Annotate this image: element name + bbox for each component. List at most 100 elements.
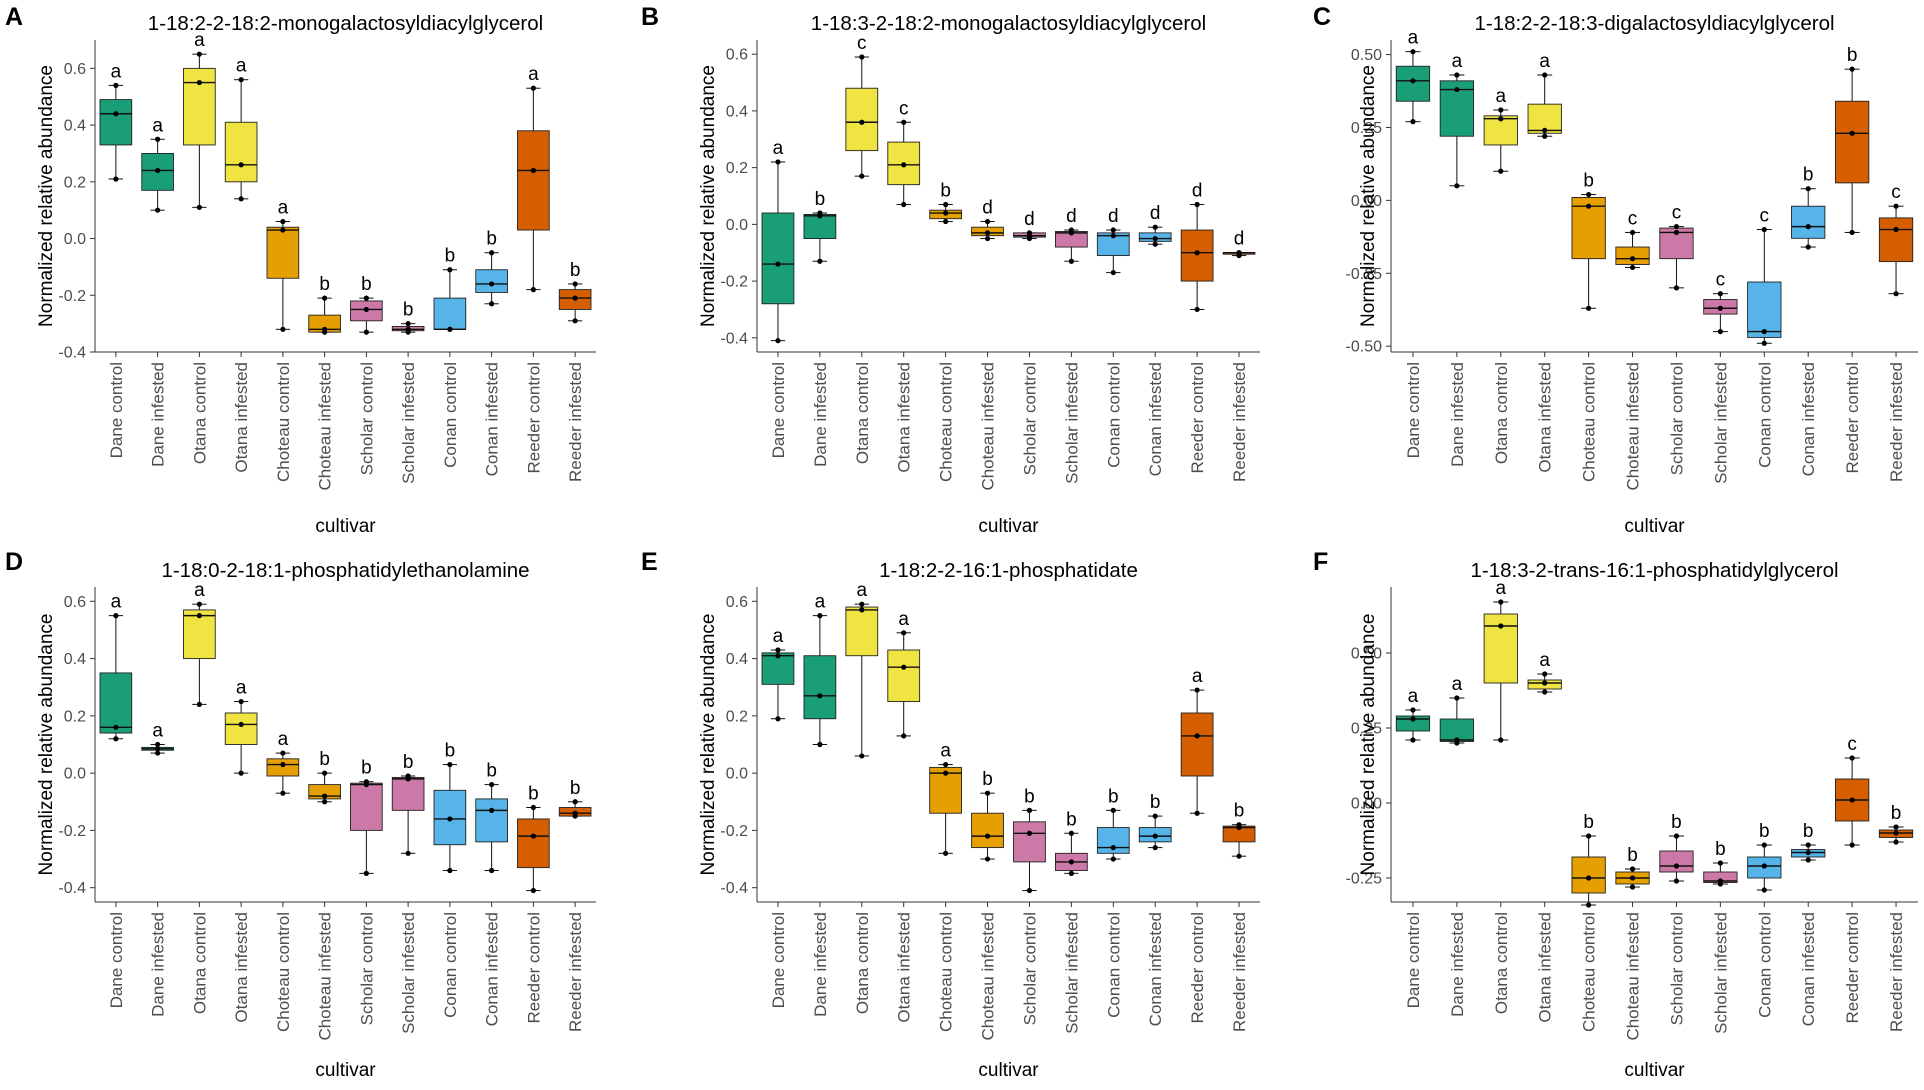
x-tick-label: Choteau control bbox=[937, 362, 956, 482]
box-dane-control: a bbox=[99, 61, 133, 182]
data-point bbox=[1805, 842, 1811, 848]
data-point bbox=[155, 741, 161, 748]
data-point bbox=[572, 810, 578, 816]
x-tick-label: Dane control bbox=[1404, 362, 1423, 458]
data-point bbox=[238, 162, 244, 168]
data-point bbox=[1761, 340, 1767, 346]
significance-letter: b bbox=[319, 749, 330, 770]
significance-letter: a bbox=[236, 678, 247, 699]
data-point bbox=[1110, 844, 1116, 851]
box-otana-control: a bbox=[1483, 578, 1518, 743]
box-iqr bbox=[99, 672, 133, 734]
data-point bbox=[363, 295, 369, 301]
data-point bbox=[280, 750, 286, 756]
box-reeder-infested: c bbox=[1878, 182, 1914, 297]
box-choteau-control: a bbox=[266, 729, 300, 796]
data-point bbox=[1110, 233, 1116, 239]
box-otana-infested: a bbox=[1527, 51, 1562, 139]
data-point bbox=[775, 338, 781, 344]
x-tick-label: Dane control bbox=[107, 362, 126, 458]
data-point bbox=[1893, 839, 1899, 845]
data-point bbox=[572, 318, 578, 324]
y-tick-label: 0.2 bbox=[726, 708, 748, 725]
significance-letter: a bbox=[528, 64, 539, 85]
x-tick-label: Scholar control bbox=[1667, 912, 1686, 1025]
data-point bbox=[1542, 133, 1548, 139]
data-point bbox=[1152, 241, 1158, 247]
x-tick-label: Dane control bbox=[769, 912, 788, 1008]
data-point bbox=[1068, 870, 1074, 876]
box-iqr bbox=[1747, 281, 1782, 338]
box-iqr bbox=[308, 784, 341, 800]
box-otana-infested: c bbox=[887, 98, 921, 208]
box-iqr bbox=[183, 609, 216, 660]
box-otana-infested: a bbox=[224, 56, 258, 202]
box-dane-infested: a bbox=[141, 721, 174, 756]
x-tick-label: Otana control bbox=[1492, 362, 1511, 464]
y-tick-label: 0.25 bbox=[1351, 721, 1382, 738]
data-point bbox=[280, 790, 286, 796]
data-point bbox=[113, 111, 119, 117]
y-tick-label: -0.4 bbox=[720, 880, 748, 897]
box-choteau-control: b bbox=[1571, 812, 1606, 908]
data-point bbox=[1194, 810, 1200, 816]
data-point bbox=[1410, 78, 1416, 84]
significance-letter: b bbox=[1583, 171, 1594, 192]
significance-letter: b bbox=[486, 229, 497, 250]
significance-letter: b bbox=[1234, 801, 1245, 822]
significance-letter: a bbox=[194, 580, 205, 601]
data-point bbox=[817, 613, 823, 619]
x-tick-label: Choteau control bbox=[274, 362, 293, 482]
significance-letter: a bbox=[857, 580, 868, 601]
y-tick-label: 0.4 bbox=[64, 118, 86, 135]
box-iqr bbox=[1571, 856, 1606, 894]
data-point bbox=[1629, 256, 1636, 262]
x-tick-label: Dane control bbox=[107, 912, 126, 1008]
box-dane-infested: a bbox=[803, 592, 837, 748]
significance-letter: a bbox=[940, 741, 951, 762]
y-tick-label: 0.2 bbox=[64, 174, 86, 191]
data-point bbox=[1194, 306, 1200, 313]
x-tick-label: Choteau control bbox=[937, 912, 956, 1032]
panel-title: 1-18:2-2-16:1-phosphatidate bbox=[879, 559, 1138, 582]
box-dane-control: a bbox=[761, 138, 795, 344]
panel-letter: B bbox=[641, 3, 659, 31]
significance-letter: c bbox=[1847, 734, 1857, 755]
data-point bbox=[1893, 830, 1899, 836]
box-otana-infested: a bbox=[887, 609, 921, 739]
significance-letter: a bbox=[1539, 650, 1550, 671]
x-tick-label: Otana control bbox=[190, 912, 209, 1014]
panel-title: 1-18:0-2-18:1-phosphatidylethanolamine bbox=[161, 559, 529, 582]
y-tick-label: 0.2 bbox=[726, 160, 748, 177]
box-dane-infested: a bbox=[1439, 674, 1475, 746]
data-point bbox=[1717, 878, 1723, 884]
data-point bbox=[775, 261, 781, 267]
y-axis-title: Normalized relative abundance bbox=[36, 614, 57, 876]
significance-letter: d bbox=[1234, 229, 1245, 250]
data-point bbox=[196, 51, 202, 57]
data-point bbox=[363, 779, 369, 785]
y-tick-label: 0.4 bbox=[64, 651, 86, 668]
data-point bbox=[1893, 203, 1899, 209]
x-tick-label: Otana control bbox=[853, 362, 872, 464]
data-point bbox=[447, 267, 453, 273]
y-tick-label: 0.6 bbox=[64, 594, 86, 611]
box-choteau-control: b bbox=[929, 181, 963, 225]
data-point bbox=[155, 746, 161, 752]
data-point bbox=[530, 887, 536, 894]
data-point bbox=[1673, 285, 1680, 291]
data-point bbox=[1629, 875, 1636, 881]
box-iqr bbox=[1096, 232, 1130, 257]
box-conan-infested: b bbox=[475, 229, 508, 307]
x-tick-label: Dane infested bbox=[1448, 912, 1467, 1017]
data-point bbox=[984, 833, 991, 839]
data-point bbox=[1454, 72, 1460, 78]
box-choteau-control: b bbox=[1571, 171, 1606, 311]
data-point bbox=[1068, 227, 1074, 233]
data-point bbox=[1717, 291, 1723, 297]
box-reeder-control: a bbox=[517, 64, 550, 293]
data-point bbox=[1152, 833, 1158, 839]
significance-letter: d bbox=[1192, 181, 1203, 202]
panel-letter: E bbox=[641, 548, 658, 576]
box-iqr bbox=[224, 121, 258, 183]
